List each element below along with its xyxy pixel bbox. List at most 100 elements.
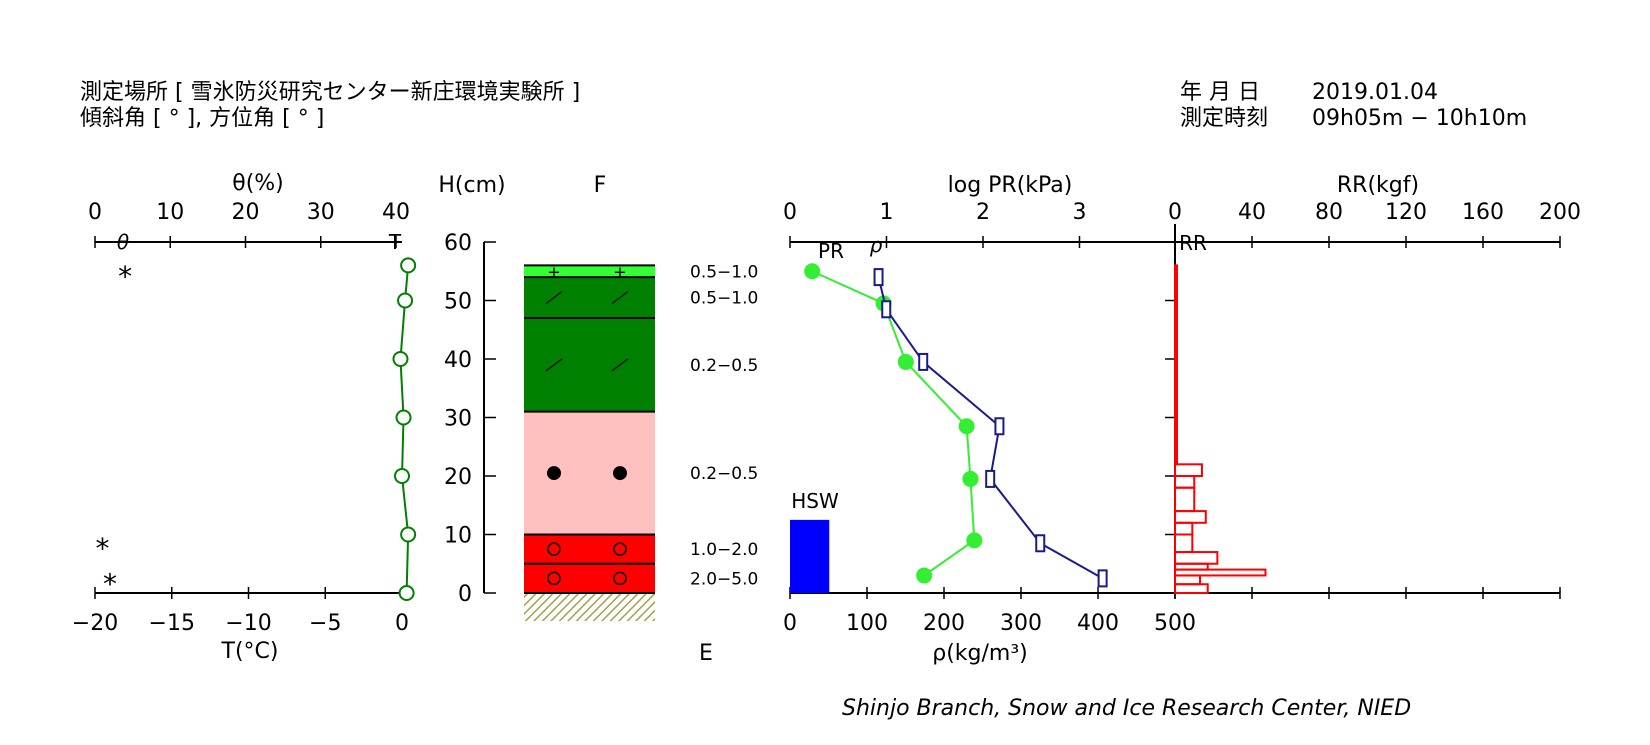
density-tick-label: 300 — [1000, 611, 1042, 636]
pr-point — [966, 532, 983, 549]
rr-tick-label: 120 — [1385, 200, 1427, 225]
snow-layer — [524, 277, 655, 319]
rr-inner-label: RR — [1179, 231, 1207, 255]
density-series-label: ρ — [870, 233, 883, 257]
density-point — [1035, 534, 1046, 553]
density-tick-label: 500 — [1154, 611, 1196, 636]
density-tick-label: 100 — [846, 611, 888, 636]
rr-tick-label: 0 — [1168, 200, 1182, 225]
snow-layer — [524, 563, 655, 593]
density-tick-label: 400 — [1077, 611, 1119, 636]
pr-line — [811, 270, 976, 577]
grain-size-label: 2.0−5.0 — [690, 569, 758, 589]
temperature-point — [394, 468, 410, 484]
location-label: 測定場所 [ 雪氷防災研究センター新庄環境実験所 ] — [80, 80, 581, 105]
pr-point — [804, 263, 821, 280]
pr-point — [958, 418, 975, 435]
grain-symbol — [545, 358, 563, 372]
rr-bar — [1174, 574, 1202, 586]
rr-bar — [1174, 475, 1196, 489]
logpr-tick-label: 3 — [1073, 200, 1087, 225]
grain-size-label: 0.2−0.5 — [690, 464, 758, 484]
grain-symbol — [547, 571, 561, 586]
pr-point — [916, 567, 933, 584]
rr-bar — [1174, 264, 1178, 466]
theta-end-label: T — [388, 230, 402, 254]
theta-marker: * — [118, 260, 132, 293]
density-axis-title: ρ(kg/m³) — [932, 641, 1028, 666]
density-line — [877, 276, 1104, 580]
density-point — [881, 300, 892, 319]
height-tick-label: 10 — [444, 524, 472, 549]
snow-layer — [524, 265, 655, 278]
pr-point — [897, 353, 914, 370]
snow-layer — [524, 411, 655, 535]
density-point — [985, 469, 996, 488]
rr-tick-label: 160 — [1462, 200, 1504, 225]
temperature-axis-title: T(°C) — [221, 639, 279, 664]
theta-tick-label: 20 — [232, 200, 260, 225]
temperature-tick-label: −20 — [72, 611, 118, 636]
grain-symbol — [547, 542, 561, 556]
temperature-panel: 0 10 20 30 40θ(%)θ T−20 −15 −10 −5 0T(°C)*** — [72, 171, 417, 664]
rr-bar — [1174, 551, 1219, 565]
height-tick-label: 0 — [458, 582, 472, 607]
ram-resistance-panel: 0 40 80 120 160 200 RR(kgf) RR — [1165, 173, 1581, 599]
time-value: 09h05m − 10h10m — [1312, 106, 1528, 131]
height-axis-title: H(cm) — [438, 173, 505, 198]
theta-tick-label: 40 — [382, 200, 410, 225]
pr-series-label: PR — [818, 239, 844, 263]
grain-symbol — [611, 358, 629, 372]
theta-axis-title: θ(%) — [232, 171, 284, 196]
temperature-tick-label: −10 — [225, 611, 271, 636]
grain-size-label: 0.5−1.0 — [690, 289, 758, 309]
theta-tick-label: 10 — [156, 200, 184, 225]
temperature-line — [399, 265, 410, 594]
rr-tick-label: 80 — [1315, 200, 1343, 225]
rr-bar — [1174, 486, 1196, 513]
rr-axis-title: RR(kgf) — [1337, 173, 1419, 198]
temperature-point — [395, 409, 412, 426]
layer-column-bottom-label: E — [699, 641, 713, 666]
height-tick-label: 60 — [444, 231, 472, 256]
date-label: 年 月 日 — [1180, 80, 1260, 105]
height-tick-label: 30 — [444, 407, 472, 432]
temperature-point — [398, 585, 415, 601]
height-tick-label: 50 — [444, 290, 472, 315]
grain-symbol — [613, 571, 627, 586]
snow-layer — [524, 534, 655, 564]
layer-column-top-label: F — [594, 173, 607, 198]
date-value: 2019.01.04 — [1312, 80, 1438, 105]
rr-bar — [1174, 510, 1207, 524]
temperature-tick-label: −5 — [309, 611, 341, 636]
ground-hatch — [524, 593, 655, 621]
height-tick-label: 20 — [444, 465, 472, 490]
density-tick-label: 200 — [923, 611, 965, 636]
logpr-tick-label: 2 — [976, 200, 990, 225]
theta-tick-label: 30 — [307, 200, 335, 225]
theta-marker: * — [96, 532, 110, 565]
logpr-tick-label: 1 — [880, 200, 894, 225]
rr-tick-label: 200 — [1539, 200, 1581, 225]
temperature-tick-label: 0 — [395, 611, 409, 636]
snow-layer — [524, 318, 655, 412]
rr-bar — [1174, 521, 1194, 536]
temperature-tick-label: −15 — [149, 611, 195, 636]
temperature-point — [392, 351, 409, 367]
logpr-tick-label: 0 — [783, 200, 797, 225]
rr-tick-label: 40 — [1238, 200, 1266, 225]
grain-size-label: 1.0−2.0 — [690, 540, 758, 560]
time-label: 測定時刻 — [1180, 106, 1269, 131]
pr-point — [962, 470, 979, 487]
grain-symbol — [613, 542, 627, 556]
rr-bar — [1174, 533, 1194, 554]
grain-symbol — [613, 466, 627, 481]
angle-label: 傾斜角 [ ° ], 方位角 [ ° ] — [80, 106, 325, 131]
height-tick-label: 40 — [444, 348, 472, 373]
grain-size-label: 0.2−0.5 — [690, 356, 758, 376]
rr-bar — [1174, 568, 1267, 577]
hsw-bar — [790, 519, 830, 593]
grain-symbol — [547, 466, 561, 481]
